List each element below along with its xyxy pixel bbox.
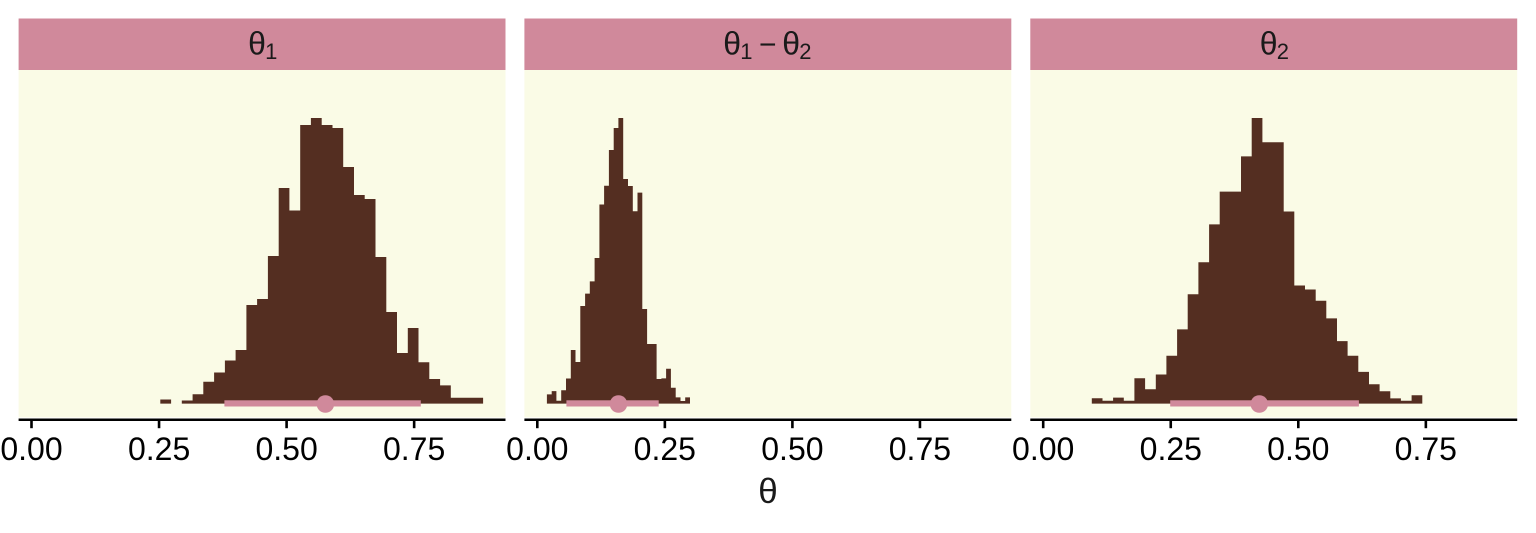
- svg-text:0.75: 0.75: [889, 431, 951, 467]
- svg-text:0.50: 0.50: [761, 431, 823, 467]
- svg-text:θ: θ: [723, 25, 741, 61]
- svg-text:0.25: 0.25: [1140, 431, 1202, 467]
- svg-text:0.25: 0.25: [128, 431, 190, 467]
- svg-text:θ: θ: [758, 472, 777, 511]
- svg-text:0.75: 0.75: [1395, 431, 1457, 467]
- svg-text:0.75: 0.75: [383, 431, 445, 467]
- svg-text:θ: θ: [1260, 25, 1278, 61]
- svg-text:θ: θ: [782, 25, 800, 61]
- svg-text:2: 2: [799, 39, 811, 64]
- svg-text:−: −: [759, 28, 777, 61]
- svg-text:0.50: 0.50: [255, 431, 317, 467]
- svg-text:θ: θ: [248, 25, 266, 61]
- svg-text:0.50: 0.50: [1267, 431, 1329, 467]
- svg-text:1: 1: [265, 39, 277, 64]
- svg-text:0.25: 0.25: [634, 431, 696, 467]
- svg-text:0.00: 0.00: [1012, 431, 1074, 467]
- svg-text:0.00: 0.00: [0, 431, 62, 467]
- svg-text:1: 1: [740, 39, 752, 64]
- svg-text:0.00: 0.00: [506, 431, 568, 467]
- svg-text:2: 2: [1277, 39, 1289, 64]
